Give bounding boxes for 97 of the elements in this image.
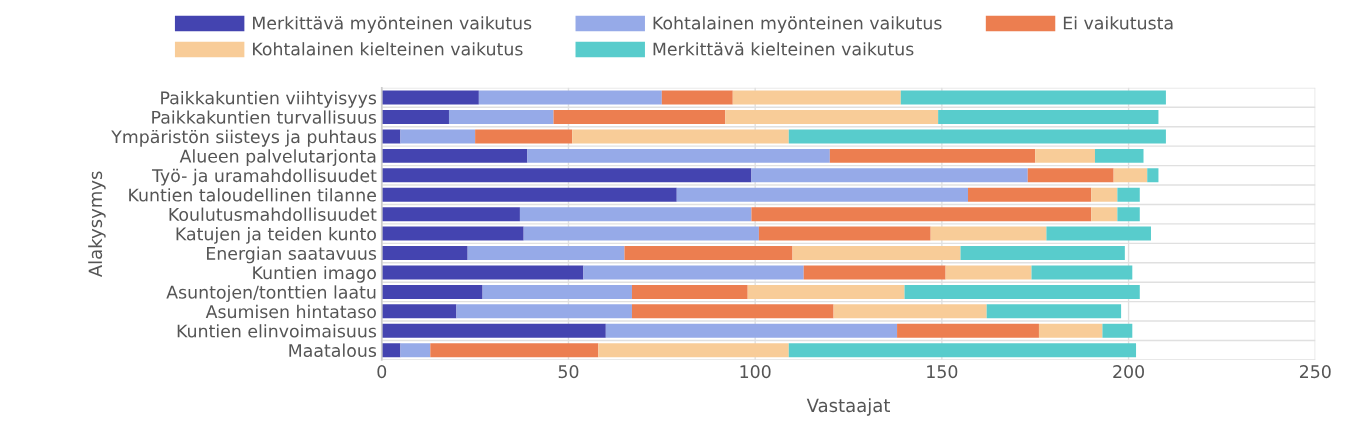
bar: [1031, 265, 1133, 280]
bar: [631, 284, 748, 299]
y-tick-label: Koulutusmahdollisuudet: [169, 207, 377, 222]
bar: [751, 168, 1028, 183]
bar: [381, 187, 677, 202]
bar: [381, 323, 606, 338]
bar: [747, 284, 905, 299]
bar: [1091, 187, 1118, 202]
bar: [1035, 148, 1095, 163]
bar: [1046, 226, 1151, 241]
bar: [1147, 168, 1159, 183]
bar: [527, 148, 830, 163]
legend-label: Kohtalainen kielteinen vaikutus: [253, 42, 523, 56]
y-tick-label: Energian saatavuus: [207, 246, 377, 264]
bar: [381, 246, 468, 261]
x-tick-label: 50: [558, 365, 579, 379]
bar: [475, 129, 573, 144]
bar: [631, 304, 834, 319]
bar: [676, 187, 969, 202]
legend-label: Merkittävä myönteinen vaikutus: [253, 16, 532, 33]
bar: [829, 148, 1036, 163]
bar: [792, 246, 961, 261]
bar: [572, 129, 789, 144]
y-tick-label: Kuntien elinvoimaisuus: [177, 324, 377, 338]
bar: [400, 343, 431, 358]
y-tick-label: Asuntojen/tonttien laatu: [166, 285, 376, 303]
bar: [553, 110, 726, 125]
bar: [598, 343, 789, 358]
bar: [904, 284, 1140, 299]
bar: [482, 284, 632, 299]
y-tick-label: Katujen ja teiden kunto: [176, 227, 376, 244]
bar: [732, 90, 901, 105]
bar: [960, 246, 1125, 261]
legend-label: Merkittävä kielteinen vaikutus: [653, 42, 914, 56]
bar: [467, 246, 625, 261]
y-tick-label: Asumisen hintataso: [205, 304, 376, 319]
bar: [758, 226, 931, 241]
bar: [1038, 323, 1103, 338]
bar: [900, 90, 1166, 105]
bar: [583, 265, 804, 280]
bar: [1113, 168, 1148, 183]
bar: [788, 129, 1166, 144]
bar: [897, 323, 1039, 338]
bar: [945, 265, 1032, 280]
legend-label: Ei vaikutusta: [1063, 16, 1173, 30]
bar: [605, 323, 898, 338]
legend-label: Kohtalainen myönteinen vaikutus: [653, 16, 942, 33]
x-tick-label: 0: [377, 365, 387, 379]
bar: [1102, 323, 1133, 338]
y-tick-label: Paikkakuntien turvallisuus: [152, 110, 377, 124]
bar: [788, 343, 1137, 358]
bar: [1091, 207, 1118, 222]
bar: [930, 226, 1047, 241]
x-tick-label: 100: [740, 365, 771, 379]
x-tick-label: 150: [927, 365, 958, 379]
bar: [751, 207, 1092, 222]
bar: [381, 226, 524, 241]
bar: [1117, 187, 1140, 202]
bar: [938, 110, 1159, 125]
y-tick-label: Ympäristön siisteys ja puhtaus: [111, 129, 377, 147]
bar: [523, 226, 759, 241]
y-axis-title: Alakysymys: [88, 171, 106, 278]
y-tick-label: Kuntien taloudellinen tilanne: [129, 188, 376, 202]
bar: [381, 110, 449, 125]
bar: [986, 304, 1122, 319]
bar: [381, 168, 752, 183]
y-tick-label: Kuntien imago: [253, 265, 376, 283]
bar: [725, 110, 939, 125]
bar: [833, 304, 987, 319]
bar: [519, 207, 752, 222]
bar: [381, 207, 520, 222]
y-tick-label: Maatalous: [289, 343, 377, 358]
bar: [803, 265, 946, 280]
x-tick-label: 200: [1113, 365, 1144, 379]
bar: [381, 148, 528, 163]
bar: [381, 129, 401, 144]
bar: [478, 90, 662, 105]
bar: [400, 129, 476, 144]
y-tick-label: Paikkakuntien viihtyisyys: [161, 90, 377, 108]
bar: [1117, 207, 1140, 222]
bar: [456, 304, 632, 319]
bar: [381, 284, 483, 299]
bar: [1027, 168, 1114, 183]
bar: [1094, 148, 1144, 163]
y-tick-label: Työ- ja uramahdollisuudet: [151, 168, 377, 186]
bar: [381, 304, 457, 319]
bar: [624, 246, 793, 261]
bar: [448, 110, 554, 125]
bar: [661, 90, 733, 105]
y-tick-label: Alueen palvelutarjonta: [179, 149, 376, 167]
x-axis-title: Vastaajat: [806, 398, 890, 416]
bar: [381, 90, 479, 105]
bar: [381, 265, 584, 280]
bar: [381, 343, 401, 358]
bar: [968, 187, 1092, 202]
x-tick-label: 250: [1299, 365, 1331, 379]
bar: [430, 343, 599, 358]
